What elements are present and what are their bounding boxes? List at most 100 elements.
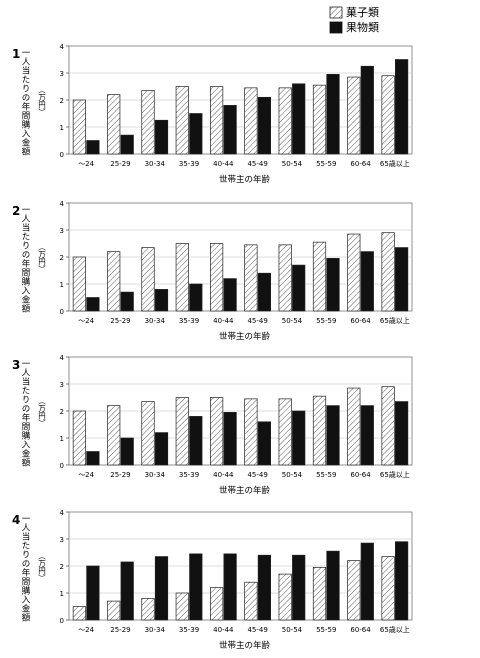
bar-fruit <box>154 432 169 466</box>
bar-confectionery <box>244 244 258 312</box>
bar-confectionery <box>107 600 121 621</box>
bar-confectionery <box>312 566 327 621</box>
bar-confectionery <box>141 401 155 466</box>
x-tick-label: 35-39 <box>179 626 199 634</box>
chart-panel-1: 1 0 1 2 3 4 一人当たりの年間購入金額 （万円） 〜24 25-29 30-34 35-39… <box>12 43 413 185</box>
bar-fruit <box>360 405 374 466</box>
legend-label: 菓子類 <box>346 6 379 19</box>
bar-fruit <box>189 416 203 466</box>
y-tick-label: 2 <box>60 97 64 105</box>
x-tick-label: 45-49 <box>247 317 267 325</box>
bar-confectionery <box>244 581 258 621</box>
bar-fruit <box>223 278 237 312</box>
bar-confectionery <box>141 598 155 621</box>
y-axis-label: 一人当たりの年間購入金額 <box>20 48 30 156</box>
bar-confectionery <box>381 232 395 312</box>
x-tick-label: 50-54 <box>282 160 303 168</box>
bar-confectionery <box>347 76 361 155</box>
y-tick-label: 3 <box>60 381 64 389</box>
y-axis-unit: （万円） <box>37 243 46 273</box>
legend-swatch-hatch <box>329 6 343 19</box>
bar-confectionery <box>210 243 224 312</box>
chart-panel-3: 3 0 1 2 3 4 一人当たりの年間購入金額 （万円） 〜24 25-29 30-34 35-39… <box>12 354 413 496</box>
bar-confectionery <box>244 87 258 155</box>
y-axis-label: 一人当たりの年間購入金額 <box>20 514 30 622</box>
bar-fruit <box>395 247 409 312</box>
legend-swatch-solid <box>329 21 343 34</box>
bar-confectionery <box>72 410 87 466</box>
bar-confectionery <box>107 405 121 466</box>
x-tick-label: 50-54 <box>282 317 303 325</box>
x-tick-label: 25-29 <box>110 626 130 634</box>
x-tick-label: 25-29 <box>110 317 130 325</box>
panel-number: 2 <box>12 204 20 218</box>
x-tick-label: 65歳以上 <box>380 159 410 168</box>
y-tick-label: 3 <box>60 536 64 544</box>
x-tick-label: 65歳以上 <box>380 470 410 479</box>
bar-fruit <box>86 451 100 466</box>
y-axis-unit: （万円） <box>37 86 46 116</box>
bar-fruit <box>360 542 374 621</box>
bar-confectionery <box>381 556 395 621</box>
chart-panel-2: 2 0 1 2 3 4 一人当たりの年間購入金額 （万円） 〜24 25-29 30-34 35-39… <box>12 200 413 342</box>
bar-fruit <box>223 412 237 466</box>
x-tick-label: 30-34 <box>145 471 166 479</box>
bar-fruit <box>292 83 306 155</box>
bar-fruit <box>120 134 134 155</box>
bar-confectionery <box>278 87 292 155</box>
y-tick-label: 0 <box>60 308 64 316</box>
y-tick-label: 3 <box>60 70 64 78</box>
x-tick-label: 45-49 <box>247 471 267 479</box>
y-tick-label: 4 <box>60 200 65 208</box>
bar-fruit <box>154 289 169 312</box>
bar-fruit <box>292 554 306 621</box>
y-axis-label: 一人当たりの年間購入金額 <box>20 359 30 467</box>
x-tick-label: 55-59 <box>316 160 336 168</box>
x-tick-label: 55-59 <box>316 317 336 325</box>
bar-confectionery <box>312 395 327 466</box>
x-tick-label: 30-34 <box>145 317 166 325</box>
y-tick-label: 1 <box>60 124 64 132</box>
x-tick-label: 45-49 <box>247 160 267 168</box>
bar-confectionery <box>347 233 361 312</box>
x-tick-label: 60-64 <box>350 471 371 479</box>
x-tick-label: 60-64 <box>350 160 371 168</box>
y-tick-label: 1 <box>60 435 64 443</box>
x-tick-label: 30-34 <box>145 626 166 634</box>
bar-fruit <box>86 140 100 155</box>
bar-fruit <box>395 59 409 155</box>
bar-fruit <box>326 73 340 155</box>
bar-confectionery <box>72 99 87 155</box>
bar-fruit <box>292 264 306 312</box>
y-tick-label: 2 <box>60 408 64 416</box>
y-tick-label: 2 <box>60 563 64 571</box>
y-tick-label: 2 <box>60 254 64 262</box>
panel-number: 3 <box>12 358 20 372</box>
bar-confectionery <box>210 397 224 466</box>
bar-fruit <box>223 553 237 621</box>
bar-confectionery <box>312 241 327 312</box>
bar-confectionery <box>141 247 155 312</box>
x-tick-label: 〜24 <box>78 160 94 168</box>
legend-item-fruit: 果物類 <box>329 20 379 34</box>
bar-fruit <box>257 96 271 155</box>
bar-confectionery <box>210 86 224 155</box>
x-tick-label: 25-29 <box>110 160 130 168</box>
x-tick-label: 40-44 <box>213 471 234 479</box>
x-axis-label: 世帯主の年齢 <box>219 174 271 185</box>
bar-confectionery <box>210 587 224 621</box>
x-tick-label: 60-64 <box>350 317 371 325</box>
y-axis-unit: （万円） <box>37 552 46 582</box>
bar-fruit <box>257 272 271 312</box>
bar-fruit <box>292 410 306 466</box>
bar-confectionery <box>381 75 395 155</box>
x-tick-label: 〜24 <box>78 317 94 325</box>
bar-fruit <box>395 401 409 466</box>
x-tick-label: 30-34 <box>145 160 166 168</box>
bar-confectionery <box>107 251 121 312</box>
bar-fruit <box>86 565 100 621</box>
x-tick-label: 50-54 <box>282 471 303 479</box>
x-tick-label: 40-44 <box>213 626 234 634</box>
bar-confectionery <box>347 560 361 621</box>
